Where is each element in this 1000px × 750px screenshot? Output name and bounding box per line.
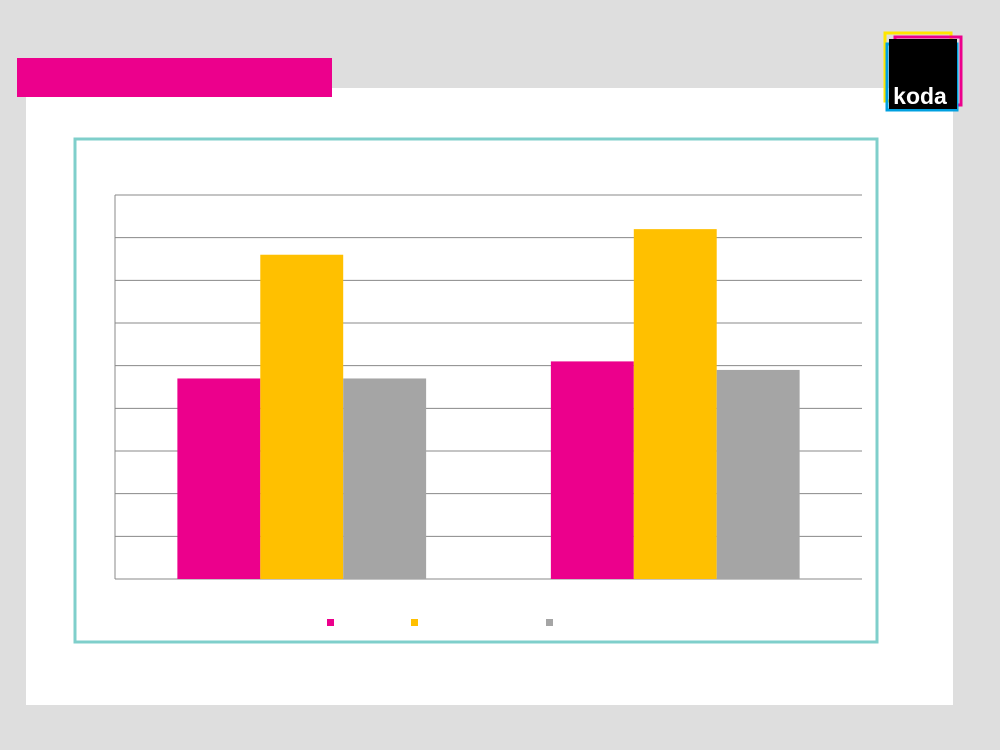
bar xyxy=(550,361,634,579)
bar xyxy=(633,229,717,579)
bar xyxy=(260,254,344,579)
bar xyxy=(177,378,261,579)
logo-box xyxy=(889,39,957,109)
logo-text: koda xyxy=(893,83,947,109)
legend-swatch xyxy=(546,619,553,626)
chart xyxy=(115,194,862,626)
legend-swatch xyxy=(327,619,334,626)
bar xyxy=(716,369,800,579)
bar xyxy=(343,378,427,579)
logo: koda xyxy=(883,31,963,112)
legend-swatch xyxy=(411,619,418,626)
title-bar xyxy=(17,58,332,97)
